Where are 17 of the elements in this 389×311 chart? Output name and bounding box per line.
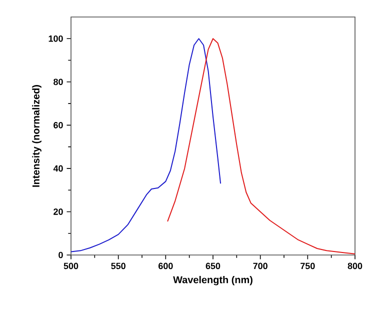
x-axis-title: Wavelength (nm) [173,276,252,286]
x-tick-label: 550 [111,262,126,270]
y-axis-title: Intensity (normalized) [32,85,42,187]
y-tick-label: 100 [48,35,63,42]
y-tick-label: 40 [53,165,63,172]
x-tick-label: 500 [64,262,78,270]
line-series [71,38,222,252]
line-series [167,38,356,254]
y-tick-label: 20 [54,208,63,215]
x-tick-label: 650 [206,262,220,270]
y-tick-label: 0 [58,252,63,258]
y-tick-label: 80 [54,78,63,86]
x-tick-label: 700 [253,262,268,270]
x-tick-label: 600 [158,262,173,270]
y-tick-label: 60 [54,122,63,128]
x-tick-label: 800 [348,262,362,270]
x-tick-label: 750 [300,262,315,270]
